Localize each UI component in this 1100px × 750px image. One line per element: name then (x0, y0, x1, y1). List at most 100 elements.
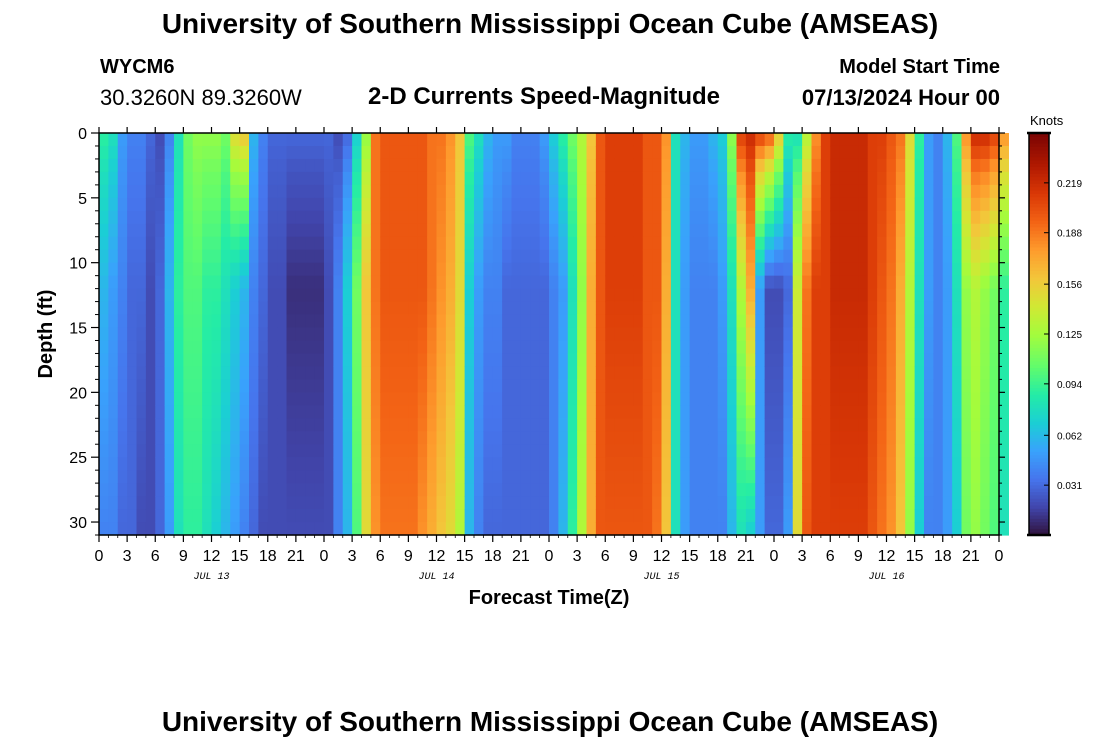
heatmap-cell (755, 327, 766, 342)
colorbar-segment (1029, 484, 1049, 489)
heatmap-cell (145, 210, 156, 225)
x-tick-label: 0 (995, 548, 1004, 565)
heatmap-cell (586, 288, 597, 303)
heatmap-cell (895, 288, 906, 303)
heatmap-cell (399, 496, 409, 510)
heatmap-cell (417, 405, 428, 419)
heatmap-cell (352, 457, 363, 471)
heatmap-cell (164, 236, 175, 251)
heatmap-cell (605, 184, 616, 199)
heatmap-cell (361, 522, 372, 536)
heatmap-cell (277, 184, 288, 199)
heatmap-cell (220, 275, 231, 290)
heatmap-cell (99, 327, 109, 342)
heatmap-cell (970, 353, 981, 368)
heatmap-cell (108, 444, 119, 458)
heatmap-cell (333, 483, 344, 497)
heatmap-cell (342, 379, 353, 393)
heatmap-cell (427, 496, 438, 510)
heatmap-cell (567, 457, 578, 471)
heatmap-cell (192, 418, 203, 432)
heatmap-cell (624, 158, 634, 173)
heatmap-cell (408, 197, 419, 212)
heatmap-cell (136, 158, 147, 173)
y-axis-label: Depth (ft) (35, 290, 57, 379)
heatmap-cell (127, 133, 138, 147)
heatmap-cell (942, 171, 953, 186)
heatmap-cell (408, 405, 419, 419)
heatmap-cell (286, 288, 297, 303)
heatmap-cell (830, 314, 841, 329)
heatmap-cell (295, 470, 306, 484)
heatmap-cell (314, 223, 325, 238)
heatmap-cell (774, 314, 784, 329)
heatmap-cell (155, 223, 166, 238)
heatmap-cell (567, 496, 578, 510)
heatmap-cell (586, 470, 597, 484)
heatmap-cell (586, 275, 597, 290)
heatmap-cell (549, 418, 559, 432)
heatmap-cell (230, 158, 241, 173)
heatmap-cell (867, 496, 878, 510)
heatmap-cell (445, 392, 456, 406)
heatmap-cell (99, 275, 109, 290)
heatmap-cell (230, 379, 241, 393)
heatmap-cell (933, 223, 944, 238)
heatmap-cell (183, 392, 194, 406)
heatmap-cell (905, 379, 916, 393)
heatmap-cell (633, 133, 644, 147)
heatmap-cell (408, 457, 419, 471)
heatmap-cell (905, 327, 916, 342)
heatmap-cell (436, 184, 447, 199)
heatmap-cell (867, 314, 878, 329)
heatmap-cell (858, 275, 869, 290)
colorbar-tick-label: 0.188 (1057, 229, 1082, 240)
heatmap-cell (520, 522, 531, 536)
heatmap-cell (849, 236, 859, 251)
heatmap-cell (764, 340, 775, 355)
heatmap-cell (352, 405, 363, 419)
heatmap-cell (352, 301, 363, 316)
heatmap-cell (127, 197, 138, 212)
heatmap-cell (924, 509, 934, 523)
heatmap-cell (839, 184, 850, 199)
heatmap-cell (502, 418, 513, 432)
heatmap-cell (811, 171, 822, 186)
heatmap-cell (670, 496, 681, 510)
heatmap-cell (652, 509, 663, 523)
heatmap-cell (952, 314, 963, 329)
colorbar-segment (1029, 210, 1049, 214)
heatmap-cell (258, 444, 269, 458)
heatmap-cell (427, 301, 438, 316)
heatmap-cell (492, 171, 503, 186)
heatmap-cell (717, 133, 728, 147)
heatmap-cell (445, 145, 456, 160)
heatmap-cell (989, 262, 1000, 277)
heatmap-cell (942, 275, 953, 290)
heatmap-cell (980, 171, 991, 186)
heatmap-cell (455, 184, 466, 199)
heatmap-cell (614, 249, 625, 264)
heatmap-cell (717, 340, 728, 355)
heatmap-cell (380, 133, 391, 147)
heatmap-cell (774, 509, 784, 523)
heatmap-cell (474, 353, 484, 368)
heatmap-cell (952, 275, 963, 290)
heatmap-cell (849, 392, 859, 406)
heatmap-cell (342, 327, 353, 342)
heatmap-cell (502, 262, 513, 277)
heatmap-cell (980, 197, 991, 212)
heatmap-cell (633, 392, 644, 406)
heatmap-cell (689, 249, 700, 264)
heatmap-cell (455, 418, 466, 432)
heatmap-cell (792, 236, 803, 251)
heatmap-cell (108, 457, 119, 471)
heatmap-cell (661, 197, 672, 212)
heatmap-cell (549, 236, 559, 251)
heatmap-cell (745, 236, 756, 251)
heatmap-cell (295, 418, 306, 432)
heatmap-cell (867, 392, 878, 406)
heatmap-cell (483, 340, 494, 355)
heatmap-cell (849, 431, 859, 445)
colorbar-segment (1029, 303, 1049, 308)
